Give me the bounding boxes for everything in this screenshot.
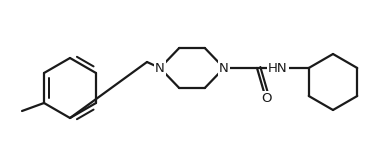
Text: HN: HN [268, 61, 288, 75]
Text: O: O [261, 93, 271, 105]
Text: N: N [155, 61, 165, 75]
Text: N: N [219, 61, 229, 75]
